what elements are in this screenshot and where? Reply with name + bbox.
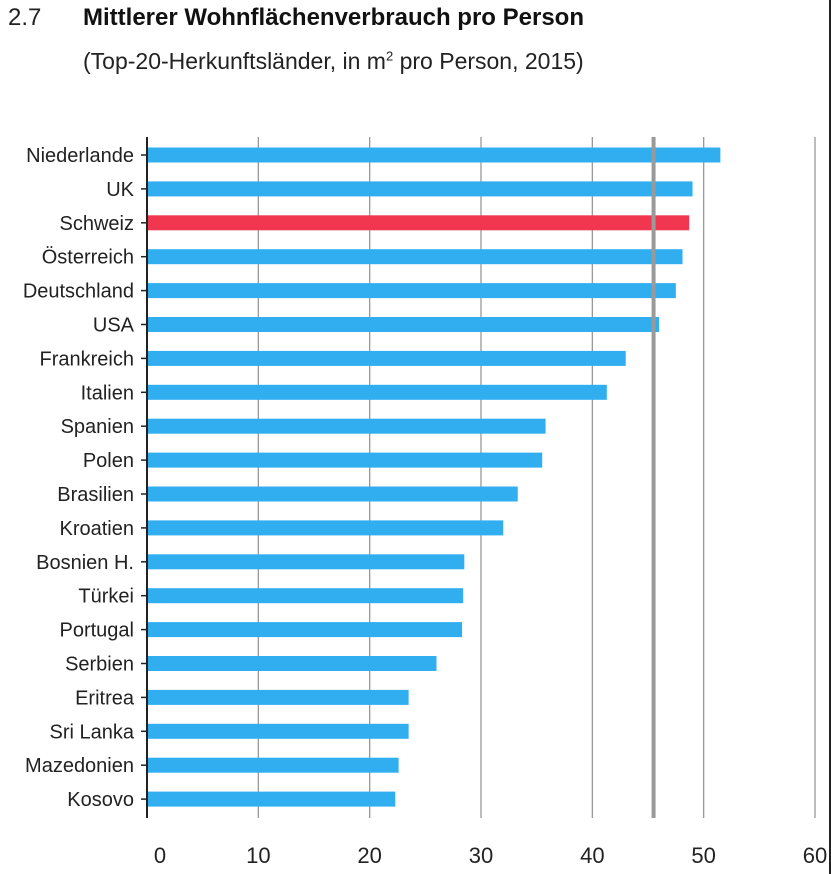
category-label-18: Mazedonien — [25, 755, 134, 777]
x-tick-label-60: 60 — [803, 843, 827, 868]
bar-12 — [147, 554, 465, 570]
bar-2 — [147, 215, 690, 231]
chart-subtitle: (Top-20-Herkunftsländer, in m2 pro Perso… — [83, 48, 584, 75]
bar-1 — [147, 181, 693, 197]
category-label-10: Brasilien — [57, 484, 134, 506]
subtitle-text: (Top-20-Herkunftsländer, in m — [83, 48, 386, 74]
category-label-0: Niederlande — [26, 145, 134, 167]
x-tick-label-20: 20 — [357, 843, 381, 868]
figure-number: 2.7 — [8, 4, 42, 31]
bar-16 — [147, 689, 409, 705]
bar-15 — [147, 656, 437, 671]
category-label-7: Italien — [81, 382, 134, 404]
category-label-11: Kroatien — [60, 518, 135, 540]
bar-4 — [147, 283, 676, 299]
category-label-2: Schweiz — [60, 213, 134, 235]
y-axis — [141, 137, 148, 818]
subtitle-text-end: pro Person, 2015) — [393, 48, 584, 74]
bar-0 — [147, 147, 721, 163]
x-tick-label-0: 0 — [154, 843, 166, 868]
bar-7 — [147, 384, 607, 400]
category-label-16: Eritrea — [75, 687, 135, 709]
category-label-19: Kosovo — [67, 789, 134, 811]
category-label-1: UK — [106, 179, 134, 201]
bar-9 — [147, 452, 543, 468]
category-label-5: USA — [93, 315, 135, 337]
category-label-8: Spanien — [61, 416, 134, 438]
bar-6 — [147, 350, 626, 366]
category-label-17: Sri Lanka — [50, 721, 135, 743]
x-tick-label-40: 40 — [580, 843, 604, 868]
category-label-3: Österreich — [42, 247, 134, 269]
category-label-14: Portugal — [60, 620, 135, 642]
bar-19 — [147, 791, 396, 807]
bar-17 — [147, 723, 409, 739]
chart-title: Mittlerer Wohnflächenverbrauch pro Perso… — [83, 4, 584, 31]
grid-lines — [257, 137, 816, 818]
x-tick-label-10: 10 — [246, 843, 270, 868]
subtitle-superscript: 2 — [385, 48, 394, 64]
bar-11 — [147, 520, 504, 536]
bar-3 — [147, 249, 683, 265]
x-tick-label-50: 50 — [691, 843, 715, 868]
category-label-6: Frankreich — [40, 348, 134, 370]
category-label-13: Türkei — [78, 586, 134, 608]
bar-8 — [147, 418, 546, 434]
category-label-15: Serbien — [65, 654, 134, 676]
x-tick-labels: 0 10 20 30 40 50 60 — [154, 843, 827, 868]
category-label-9: Polen — [83, 450, 134, 472]
bar-10 — [147, 486, 518, 502]
bar-5 — [147, 317, 660, 332]
category-labels: Niederlande UK Schweiz Österreich Deutschlan… — [23, 145, 135, 811]
frame-border — [829, 0, 831, 874]
category-label-4: Deutschland — [23, 281, 134, 303]
bar-18 — [147, 757, 399, 773]
category-label-12: Bosnien H. — [36, 552, 134, 574]
bars — [147, 147, 721, 807]
bar-14 — [147, 622, 463, 638]
bar-13 — [147, 588, 464, 604]
x-tick-label-30: 30 — [469, 843, 493, 868]
